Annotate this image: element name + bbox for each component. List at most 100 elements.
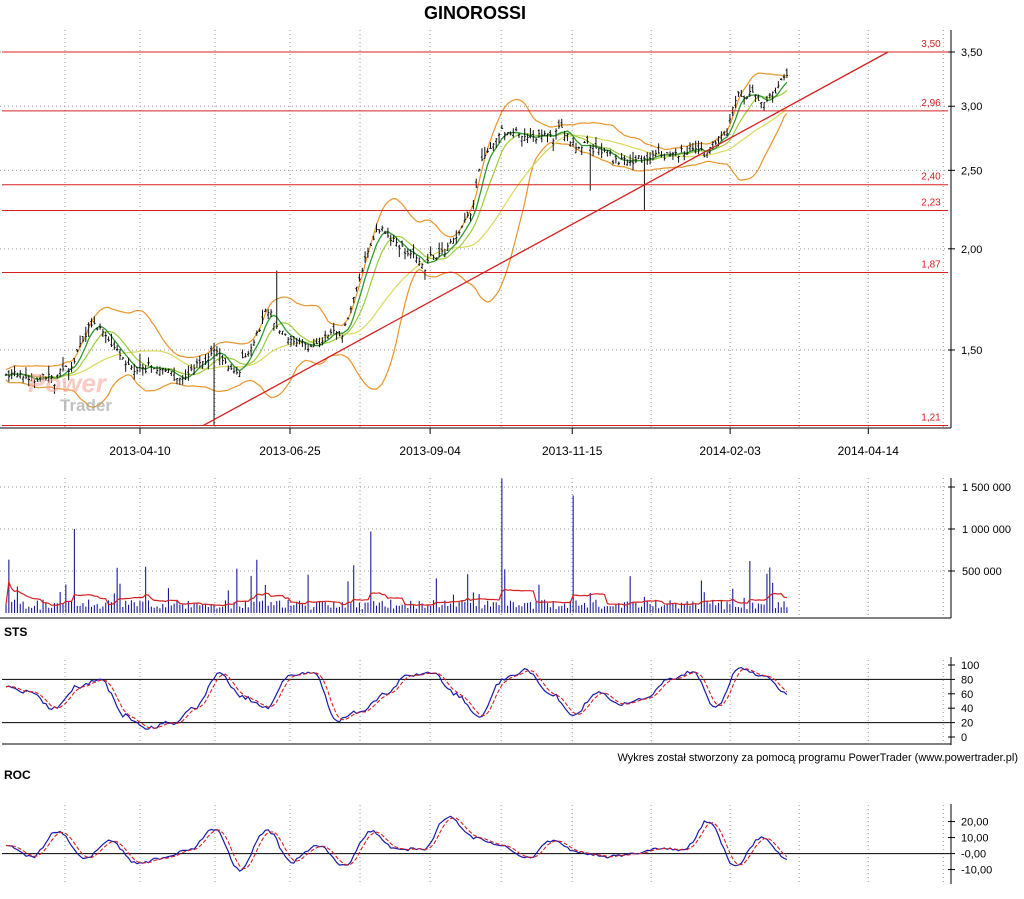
ohlc-bar <box>723 130 726 136</box>
ohlc-bar <box>757 94 760 101</box>
ohlc-bar <box>760 101 763 109</box>
x-tick-label: 2013-06-25 <box>259 444 321 458</box>
bollinger-lower <box>5 113 788 408</box>
ohlc-bar <box>47 365 50 383</box>
ohlc-bar <box>352 296 355 304</box>
ohlc-bar <box>87 322 90 337</box>
ohlc-bar <box>674 148 677 157</box>
ohlc-bar <box>742 95 746 105</box>
moving-average-medium <box>5 89 788 380</box>
sts-signal <box>5 668 788 729</box>
ohlc-bar <box>560 118 563 128</box>
ohlc-bar <box>241 349 244 359</box>
ohlc-bar <box>144 365 147 374</box>
ohlc-bar <box>252 339 256 346</box>
ohlc-bar <box>167 368 170 373</box>
chart-title: GINOROSSI <box>424 3 526 23</box>
ohlc-bar <box>381 225 384 232</box>
ohlc-bar <box>583 140 586 144</box>
ohlc-bar <box>329 328 333 335</box>
ohlc-bar <box>27 375 30 387</box>
ohlc-bar <box>315 338 318 345</box>
ohlc-bar <box>577 146 581 150</box>
ohlc-bar <box>503 131 506 141</box>
ohlc-bar <box>386 227 390 238</box>
ohlc-bar <box>520 135 524 147</box>
ohlc-bar <box>229 363 233 371</box>
ohlc-bars <box>4 68 789 426</box>
ohlc-bar <box>227 365 230 372</box>
ohlc-bar <box>289 336 293 347</box>
volume-tick-label: 1 000 000 <box>962 524 1011 536</box>
ohlc-bar <box>543 130 546 136</box>
ohlc-bar <box>64 365 68 367</box>
ohlc-bar <box>643 155 646 211</box>
ohlc-bar <box>341 334 344 343</box>
volume-tick-label: 500 000 <box>962 566 1002 578</box>
ohlc-bar <box>594 137 598 149</box>
ohlc-bar <box>714 140 717 145</box>
ohlc-bar <box>7 370 11 382</box>
ohlc-bar <box>198 355 201 368</box>
sts-tick-label: 100 <box>961 660 979 672</box>
ohlc-bar <box>452 237 455 244</box>
ohlc-bar <box>785 68 789 79</box>
ohlc-bar <box>30 373 33 382</box>
ohlc-bar <box>98 323 102 330</box>
ohlc-bar <box>600 143 603 159</box>
ohlc-bar <box>435 257 438 261</box>
x-tick-label: 2014-04-14 <box>838 444 900 458</box>
ohlc-bar <box>150 364 153 373</box>
ohlc-bar <box>705 152 709 158</box>
ohlc-bar <box>506 132 509 136</box>
ohlc-bar <box>671 151 675 160</box>
ohlc-bar <box>668 151 672 157</box>
ohlc-bar <box>247 350 250 357</box>
ohlc-bar <box>115 345 119 352</box>
ohlc-bar <box>292 335 296 346</box>
ohlc-bar <box>443 248 447 258</box>
ohlc-bar <box>745 96 749 100</box>
ohlc-bar <box>178 377 182 386</box>
roc-line <box>5 815 788 872</box>
ohlc-bar <box>403 248 407 260</box>
ohlc-bar <box>267 309 270 319</box>
ohlc-bar <box>304 342 307 350</box>
ohlc-bar <box>192 364 196 375</box>
ohlc-bar <box>181 375 184 385</box>
y-tick-label: 3,50 <box>961 47 982 59</box>
ohlc-bar <box>566 133 569 142</box>
ohlc-bar <box>133 363 136 380</box>
ohlc-bar <box>346 317 350 320</box>
ohlc-bar <box>731 106 734 117</box>
ohlc-bar <box>36 377 39 382</box>
ohlc-bar <box>540 129 543 143</box>
ohlc-bar <box>306 343 310 353</box>
ohlc-bar <box>204 354 207 365</box>
ohlc-bar <box>517 133 521 138</box>
level-label: 1,87 <box>921 259 941 270</box>
ohlc-bar <box>529 127 532 139</box>
ohlc-bar <box>158 366 162 376</box>
ohlc-bar <box>477 168 481 172</box>
ohlc-bar <box>418 257 421 266</box>
ohlc-bar <box>449 238 452 244</box>
ohlc-bar <box>606 149 609 157</box>
ohlc-bar <box>574 142 578 154</box>
ohlc-bar <box>73 357 76 364</box>
ohlc-bar <box>375 223 378 233</box>
ohlc-bar <box>765 95 769 103</box>
x-tick-label: 2013-04-10 <box>109 444 171 458</box>
ohlc-bar <box>537 129 541 138</box>
ohlc-bar <box>187 365 190 381</box>
ohlc-bar <box>654 149 657 157</box>
ohlc-bar <box>777 80 780 89</box>
level-label: 2,40 <box>921 172 941 183</box>
ohlc-bar <box>628 154 632 166</box>
ohlc-bar <box>685 145 689 155</box>
ohlc-bar <box>569 141 572 147</box>
ohlc-bar <box>130 365 133 370</box>
ohlc-bar <box>683 151 686 161</box>
ohlc-bar <box>571 137 575 147</box>
ohlc-bar <box>366 247 370 258</box>
